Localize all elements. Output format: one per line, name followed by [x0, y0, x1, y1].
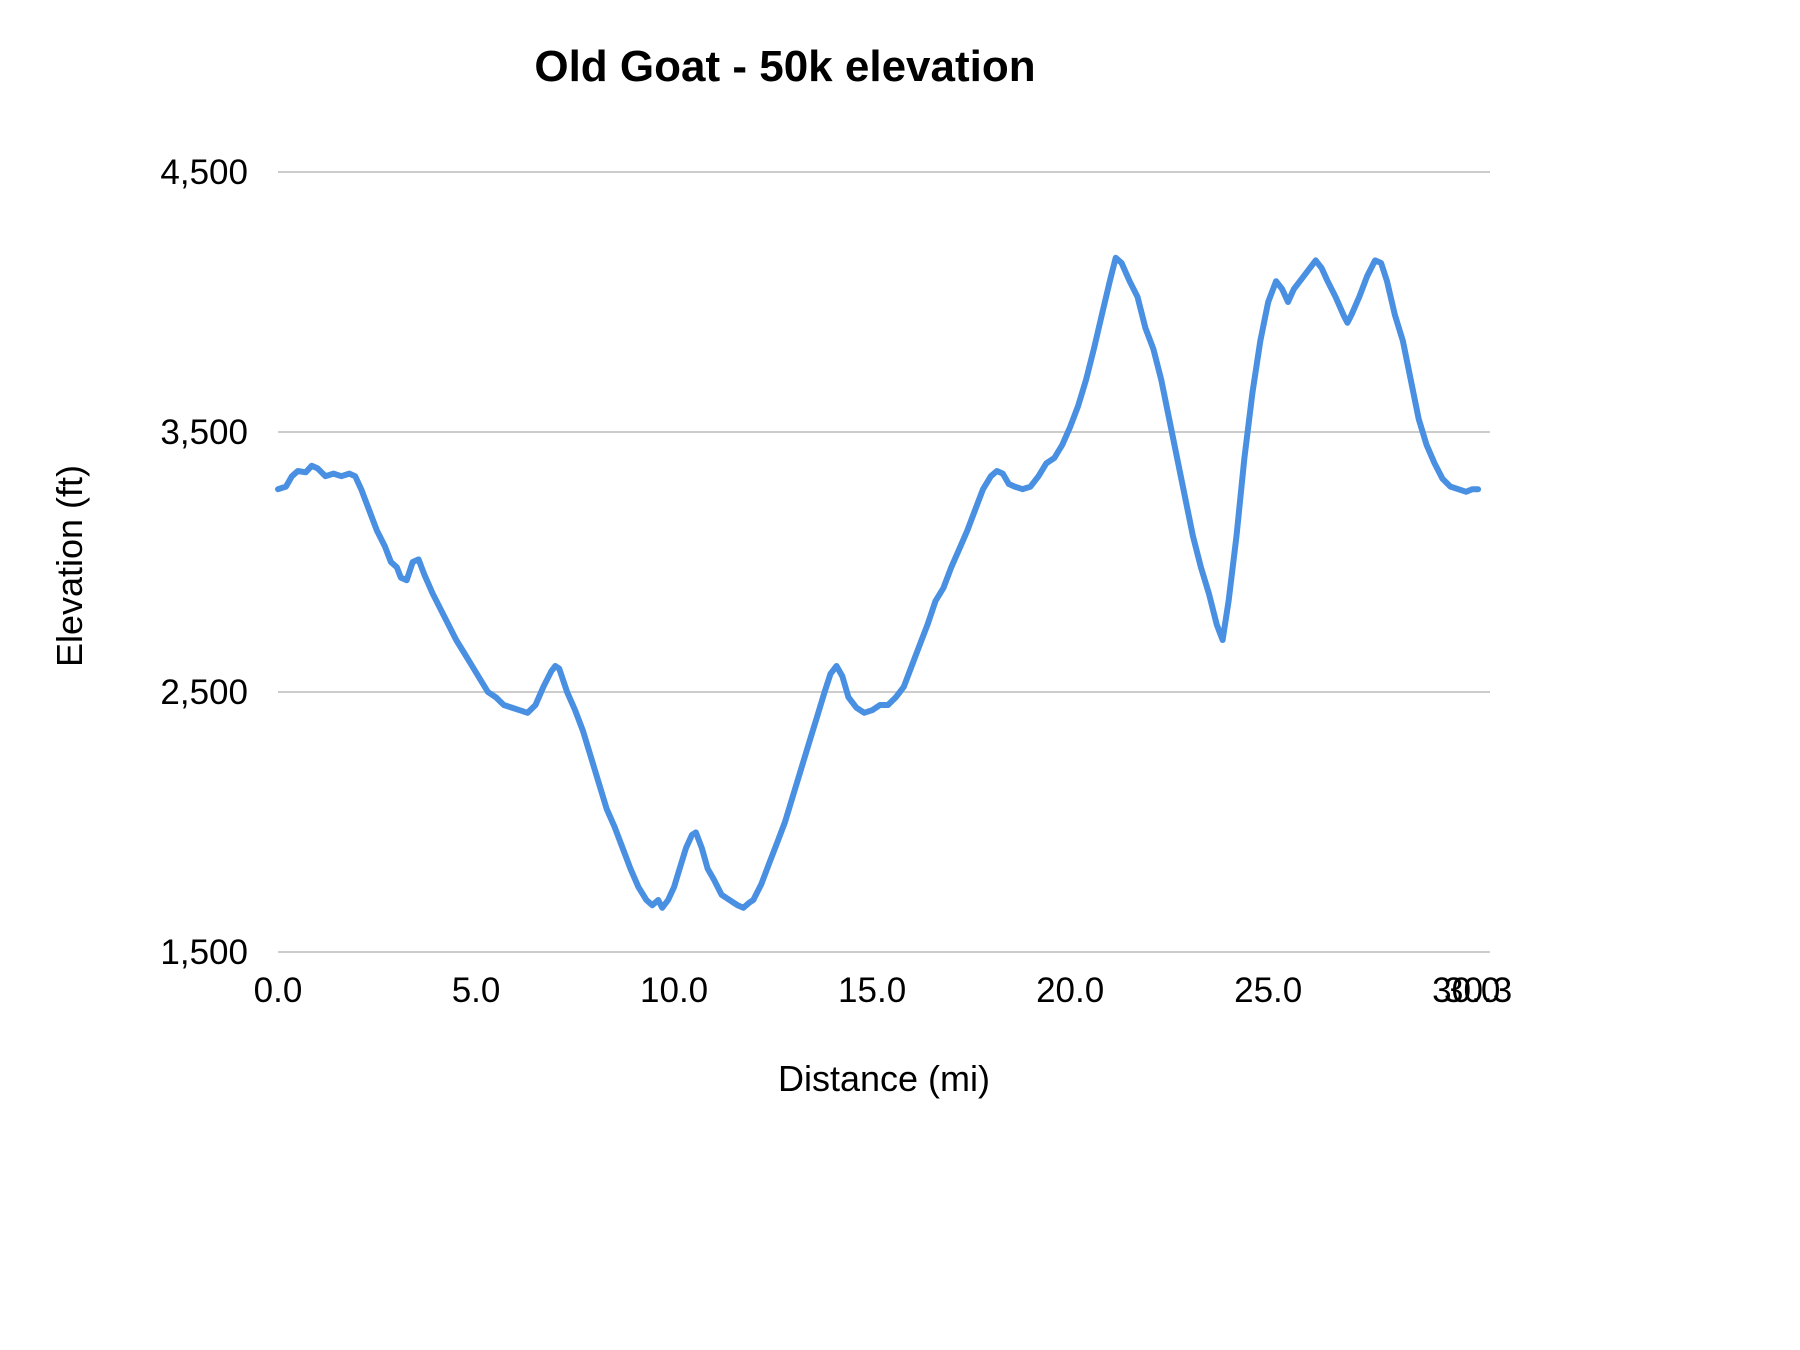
x-axis-title: Distance (mi) [777, 1058, 991, 1099]
y-tick-label: 4,500 [160, 153, 248, 192]
x-tick-label: 30.0 [1432, 971, 1500, 1010]
x-tick-label: 25.0 [1234, 971, 1302, 1010]
elevation-line [275, 254, 1482, 911]
y-tick-label: 2,500 [160, 673, 248, 712]
chart-title: Old Goat - 50k elevation [534, 42, 1036, 91]
x-tick-label: 0.0 [254, 971, 303, 1010]
y-tick-label: 1,500 [160, 933, 248, 972]
x-tick-label: 15.0 [838, 971, 906, 1010]
x-tick-label: 10.0 [640, 971, 708, 1010]
x-tick-label: 20.0 [1036, 971, 1104, 1010]
x-tick-label: 5.0 [452, 971, 501, 1010]
x-tick-label: 30.3 [1444, 971, 1512, 1010]
y-axis-title: Elevation (ft) [49, 464, 90, 668]
y-tick-label: 3,500 [160, 413, 248, 452]
